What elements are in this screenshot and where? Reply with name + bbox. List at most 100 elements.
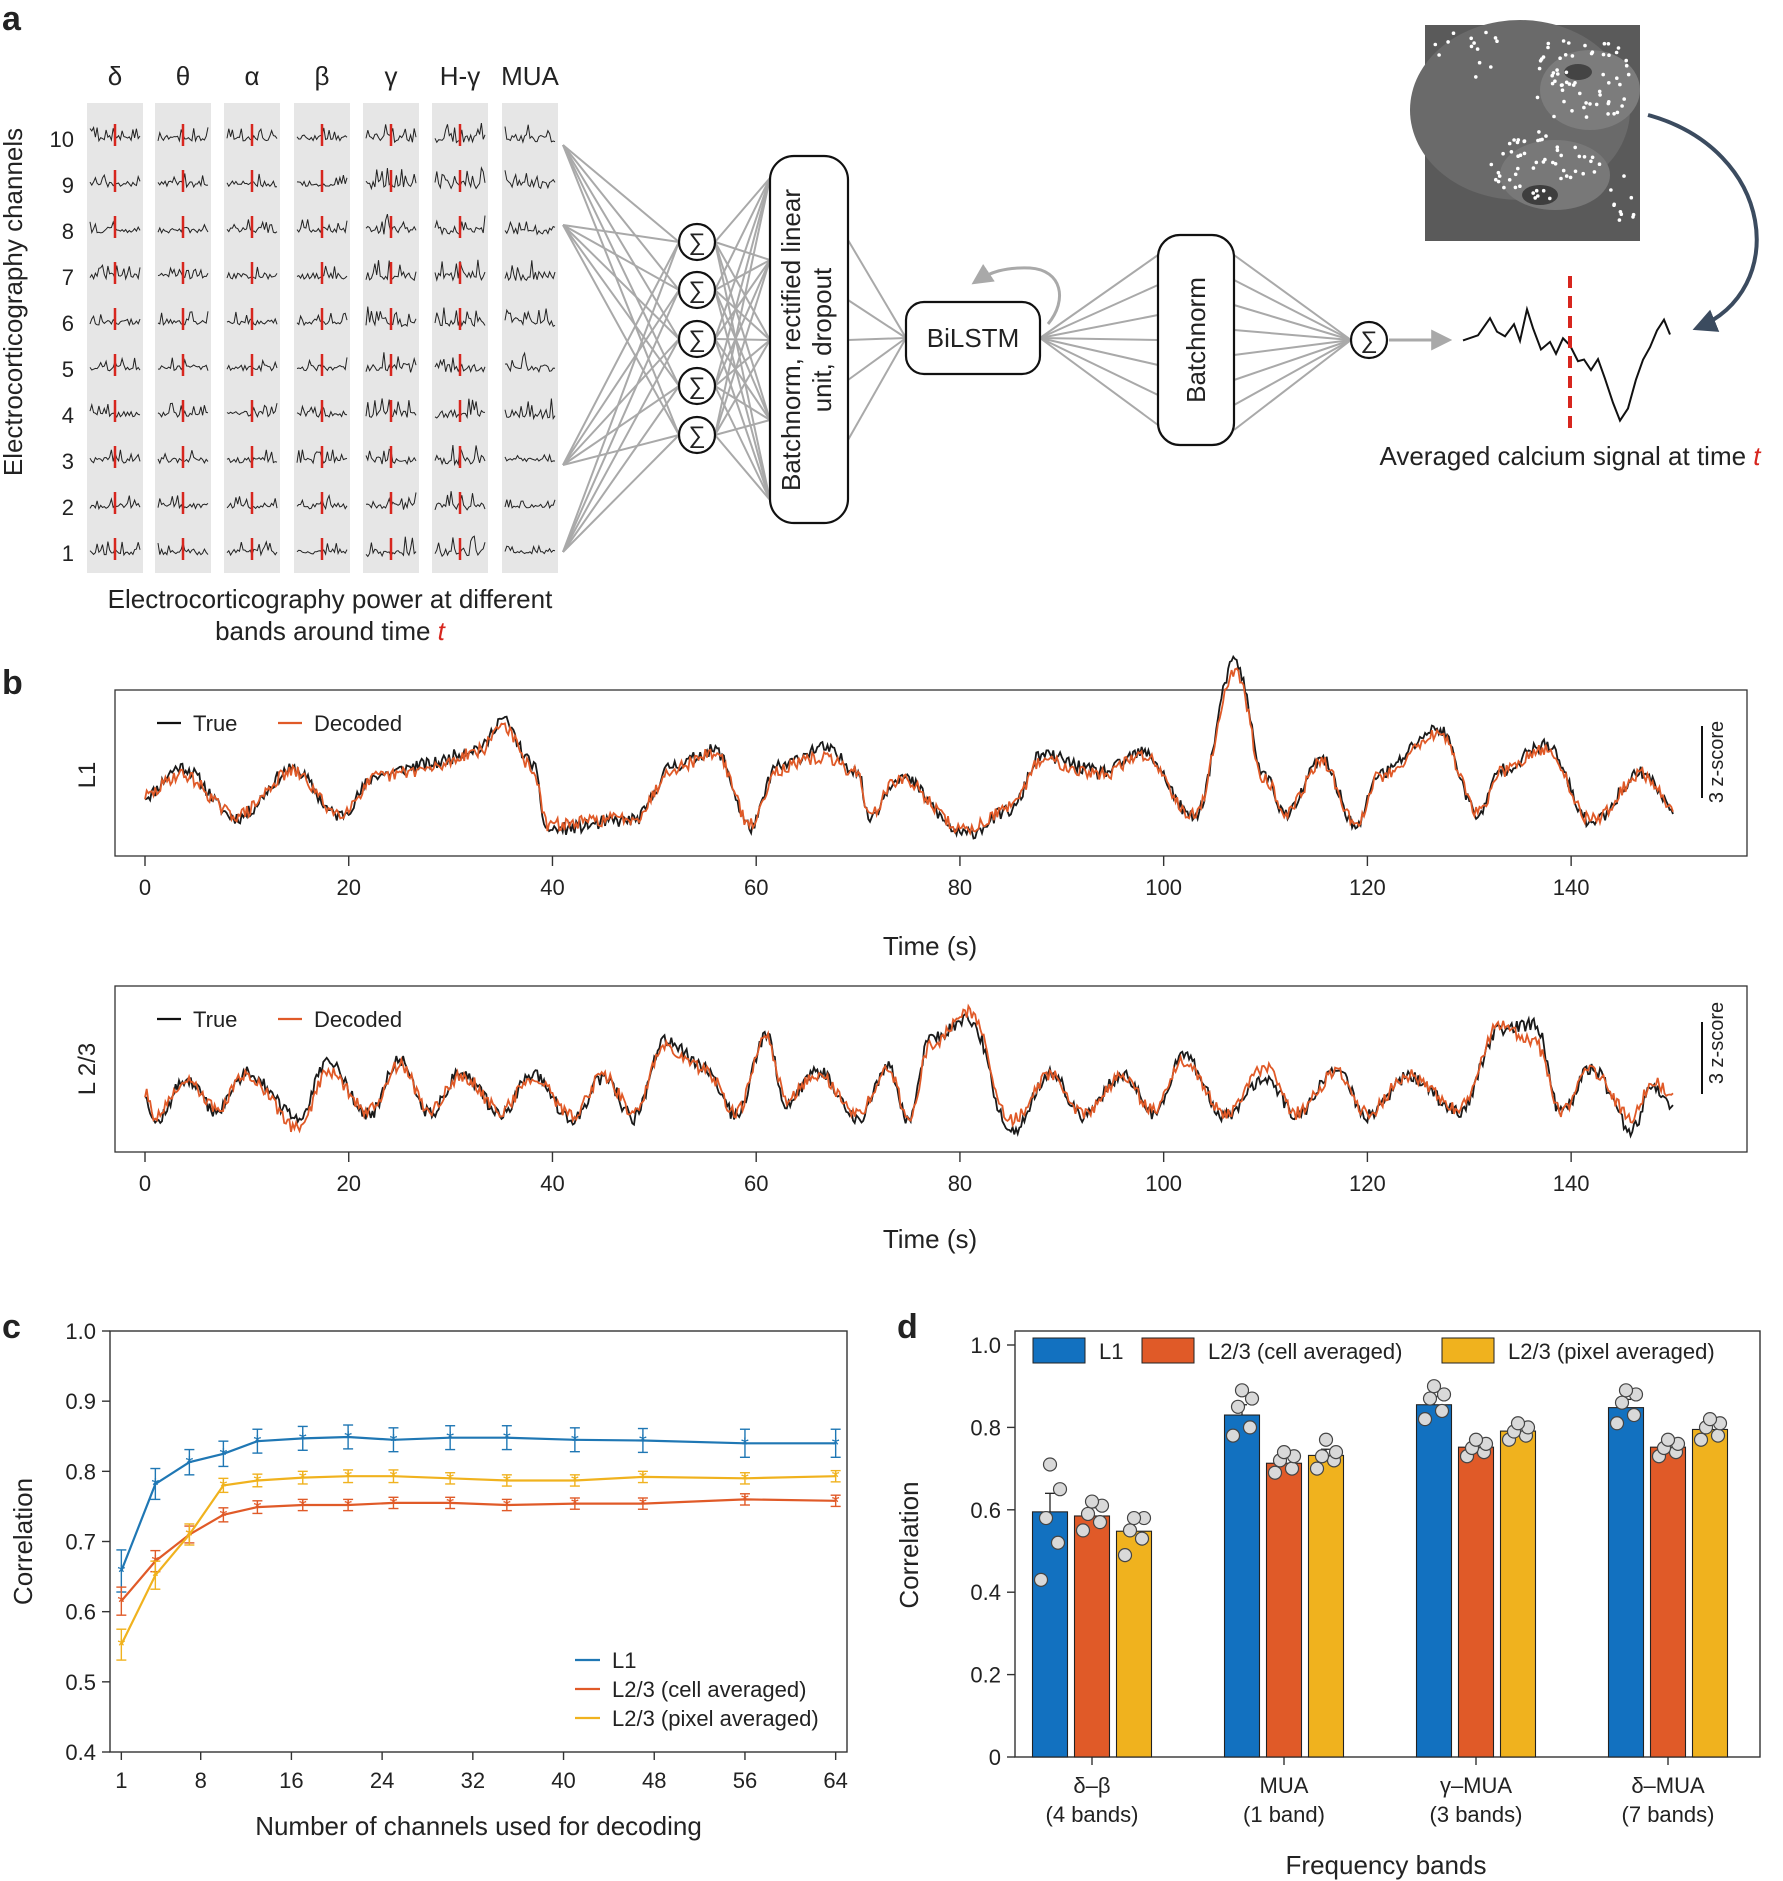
- cell-dot: [1588, 102, 1592, 106]
- power-trace: [504, 170, 556, 190]
- to-output-connection: [1233, 339, 1352, 431]
- cell-dot: [1622, 174, 1626, 178]
- hidden-connection: [714, 419, 771, 436]
- legend-decoded-label: Decoded: [314, 1007, 402, 1032]
- cell-dot: [1550, 81, 1555, 86]
- category-label: δ–MUA: [1631, 1773, 1705, 1798]
- input-connection: [562, 289, 680, 553]
- power-trace: [504, 220, 556, 236]
- cell-dot: [1556, 72, 1560, 76]
- chart-d-legend: L1 L2/3 (cell averaged) L2/3 (pixel averag…: [1032, 1337, 1715, 1364]
- data-point: *: [299, 1469, 307, 1491]
- cell-dot: [1546, 45, 1550, 50]
- x-tick-label: 0: [139, 1171, 151, 1196]
- scale-bar-label: 3 z-score: [1706, 1002, 1728, 1084]
- power-trace: [504, 398, 556, 421]
- sum-node-4: ∑: [677, 415, 717, 455]
- x-tick-label: 40: [551, 1768, 575, 1793]
- data-point: *: [832, 1467, 840, 1489]
- data-point: [1328, 1445, 1344, 1460]
- cell-dot: [1592, 170, 1597, 174]
- data-point: *: [571, 1471, 579, 1493]
- input-connection: [562, 224, 680, 387]
- data-point: [1122, 1523, 1138, 1538]
- to-bilstm-connection: [847, 337, 907, 381]
- cell-dot: [1601, 72, 1605, 77]
- cell-dot: [1597, 89, 1602, 94]
- channel-label-7: 7: [62, 265, 74, 290]
- data-point: *: [741, 1434, 749, 1456]
- cell-dot: [1512, 138, 1516, 142]
- bar: [1691, 1428, 1729, 1758]
- x-tick-label: 1: [115, 1768, 127, 1793]
- sum-node-2: ∑: [677, 319, 717, 359]
- cell-dot: [1489, 65, 1493, 69]
- cell-dot: [1563, 53, 1568, 57]
- y-tick-label: 0: [989, 1745, 1001, 1770]
- cell-dot: [1555, 148, 1560, 153]
- to-batchnorm-connection: [1039, 314, 1159, 339]
- cell-dot: [1559, 153, 1563, 158]
- band-column-0: [87, 103, 143, 573]
- cell-dot: [1489, 162, 1494, 167]
- data-point: *: [254, 1432, 262, 1454]
- y-tick-label: 1.0: [970, 1333, 1001, 1358]
- data-point: *: [390, 1431, 398, 1453]
- hidden-connection: [714, 177, 771, 436]
- band-header-0: δ: [108, 61, 122, 91]
- trace-ylabel: L1: [74, 762, 101, 789]
- hidden-connection: [714, 434, 771, 501]
- data-point: [1033, 1572, 1049, 1587]
- x-tick-label: 100: [1145, 875, 1182, 900]
- channels-axis-label: Electrocorticography channels: [0, 128, 28, 476]
- band-header-5: H-γ: [440, 61, 480, 91]
- data-point: [1609, 1416, 1625, 1431]
- cell-dot: [1516, 138, 1521, 142]
- band-column-3: [294, 103, 350, 573]
- data-point: *: [219, 1476, 227, 1498]
- cell-dot: [1522, 151, 1527, 156]
- cell-dot: [1602, 41, 1607, 46]
- x-tick-label: 80: [948, 875, 972, 900]
- data-point: [1468, 1432, 1484, 1447]
- cell-dot: [1573, 145, 1577, 150]
- cell-dot: [1598, 93, 1602, 97]
- cell-dot: [1606, 101, 1611, 106]
- cell-dot: [1559, 83, 1564, 87]
- y-tick-label: 0.7: [65, 1530, 96, 1555]
- data-point: [1225, 1428, 1241, 1443]
- band-header-3: β: [315, 61, 330, 91]
- data-point: *: [741, 1490, 749, 1512]
- data-point: *: [151, 1475, 159, 1497]
- hidden-connection: [714, 259, 771, 291]
- to-output-connection: [1233, 329, 1352, 341]
- bar-1-0: [1073, 1494, 1111, 1758]
- cell-dot: [1582, 105, 1586, 110]
- cell-dot: [1584, 115, 1589, 119]
- y-tick-label: 0.4: [65, 1740, 96, 1765]
- cell-dot: [1437, 53, 1441, 57]
- data-point: *: [151, 1566, 159, 1588]
- trace-ylabel: L 2/3: [74, 1043, 101, 1096]
- series-decoded-line: [144, 667, 1674, 836]
- data-point: *: [117, 1592, 125, 1614]
- data-point: [1092, 1515, 1108, 1530]
- data-point: [1284, 1461, 1300, 1476]
- cell-dot: [1497, 174, 1502, 178]
- legend-true-label: True: [193, 1007, 237, 1032]
- data-point: [1314, 1449, 1330, 1464]
- data-point: *: [344, 1428, 352, 1450]
- band-header-4: γ: [385, 61, 398, 91]
- data-point: [1510, 1416, 1526, 1431]
- legend-swatch: [1141, 1337, 1195, 1364]
- data-point: *: [219, 1445, 227, 1467]
- input-connection: [562, 241, 680, 553]
- trace-xlabel: Time (s): [883, 1224, 977, 1254]
- to-batchnorm-connection: [1039, 284, 1159, 339]
- data-point: *: [503, 1429, 511, 1451]
- correlation-by-band-chart: 0 0.2 0.4 0.6 0.8 1.0 Correlation Frequency ban…: [894, 1330, 1761, 1880]
- cell-dot: [1607, 81, 1611, 85]
- channel-labels: 10 9 8 7 6 5 4 3 2 1: [50, 127, 74, 566]
- batchnorm-label: Batchnorm: [1181, 277, 1211, 403]
- cell-dot: [1609, 188, 1613, 192]
